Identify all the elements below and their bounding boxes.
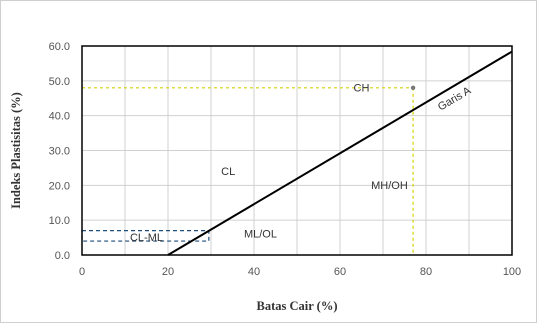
x-tick-label: 80: [420, 266, 432, 278]
a-line: [167, 50, 513, 256]
y-tick-label: 40.0: [49, 111, 70, 123]
y-tick-labels: 0.0 10.0 20.0 30.0 40.0 50.0 60.0: [49, 41, 70, 262]
data-points: [410, 85, 416, 91]
y-tick-label: 20.0: [49, 180, 70, 192]
x-tick-label: 100: [503, 266, 521, 278]
series-lines: [167, 50, 513, 256]
y-tick-label: 60.0: [49, 41, 70, 53]
x-tick-label: 0: [79, 266, 85, 278]
region-label: CL-ML: [130, 232, 163, 244]
x-tick-label: 40: [248, 266, 260, 278]
region-label: CH: [354, 82, 370, 94]
y-tick-label: 50.0: [49, 76, 70, 88]
region-label: CL: [221, 166, 235, 178]
y-tick-label: 0.0: [55, 250, 70, 262]
x-axis-title: Batas Cair (%): [256, 299, 337, 313]
y-tick-label: 30.0: [49, 146, 70, 158]
region-label: ML/OL: [244, 229, 277, 241]
region-label: Garis A: [436, 84, 474, 113]
x-tick-label: 20: [162, 266, 174, 278]
data-point: [410, 85, 416, 91]
x-tick-labels: 0 20 40 60 80 100: [79, 266, 521, 278]
y-tick-label: 10.0: [49, 215, 70, 227]
plot-border: [81, 45, 513, 256]
point-guides: [82, 87, 414, 255]
x-tick-label: 60: [334, 266, 346, 278]
region-label: MH/OH: [371, 180, 408, 192]
y-axis-title: Indeks Plastisitas (%): [9, 92, 23, 209]
grid: [82, 46, 512, 255]
